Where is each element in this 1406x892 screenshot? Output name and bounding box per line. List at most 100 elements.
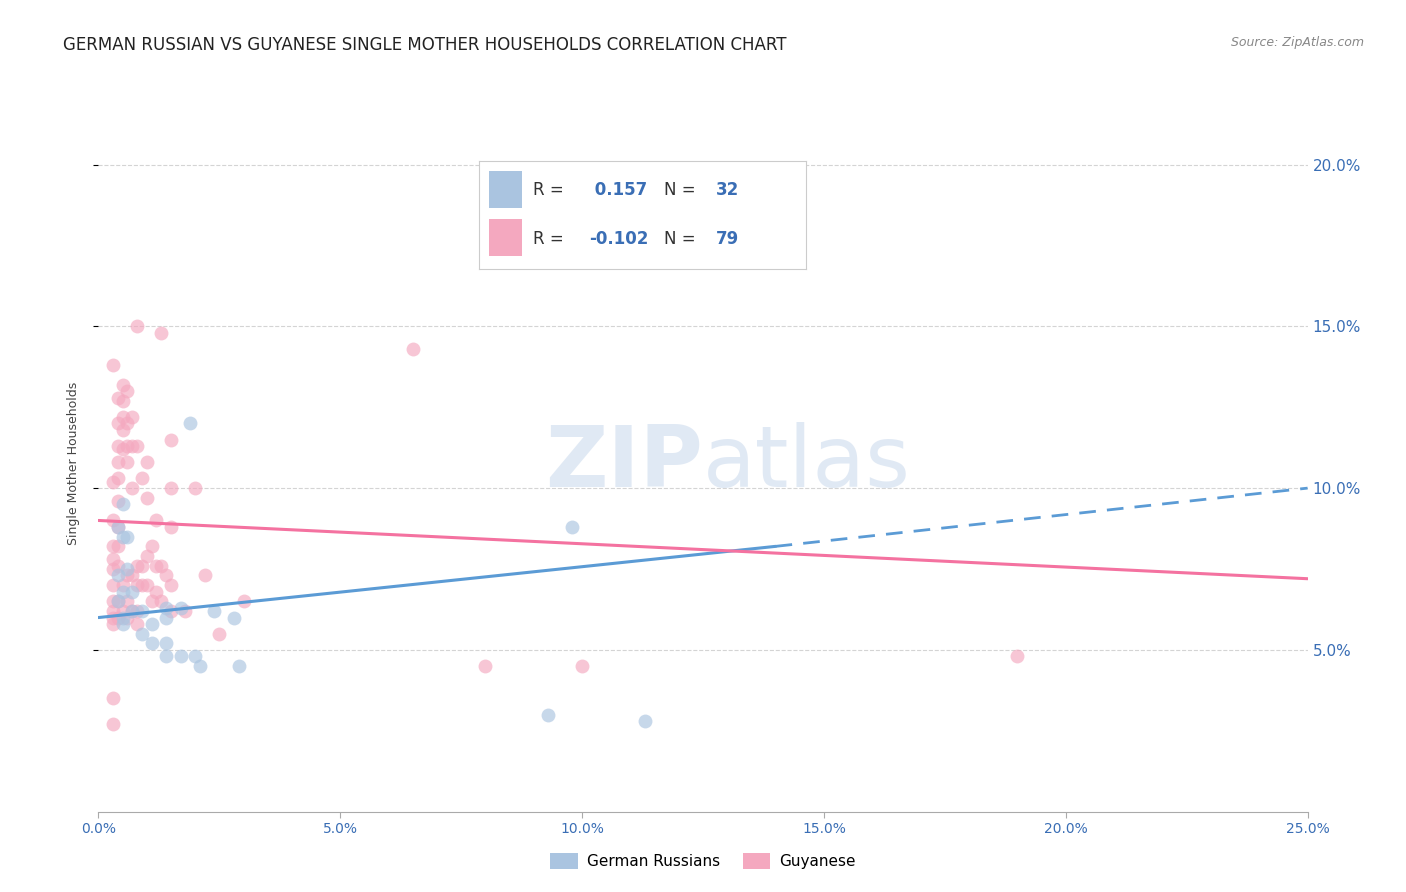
- Point: [232, 594, 254, 608]
- Point: [101, 604, 124, 618]
- Point: [169, 649, 191, 664]
- Y-axis label: Single Mother Households: Single Mother Households: [67, 382, 80, 546]
- Point: [111, 604, 134, 618]
- Point: [131, 604, 153, 618]
- Point: [117, 530, 139, 544]
- Point: [145, 513, 167, 527]
- Point: [111, 584, 134, 599]
- Point: [111, 617, 134, 632]
- Point: [155, 600, 177, 615]
- Point: [127, 604, 149, 618]
- Point: [107, 540, 129, 554]
- Text: Source: ZipAtlas.com: Source: ZipAtlas.com: [1230, 36, 1364, 49]
- Point: [160, 481, 183, 495]
- Point: [131, 558, 153, 573]
- Point: [111, 530, 134, 544]
- Point: [101, 594, 124, 608]
- Point: [111, 442, 134, 457]
- Point: [111, 497, 134, 511]
- Point: [117, 384, 139, 398]
- Point: [141, 636, 163, 650]
- Text: N =: N =: [664, 230, 700, 248]
- Point: [571, 659, 593, 673]
- Point: [634, 714, 657, 728]
- Point: [150, 594, 173, 608]
- Point: [1007, 649, 1029, 664]
- Point: [222, 610, 245, 624]
- Text: atlas: atlas: [703, 422, 911, 506]
- Text: R =: R =: [533, 230, 569, 248]
- Point: [160, 604, 183, 618]
- Point: [121, 568, 143, 582]
- Point: [107, 594, 129, 608]
- Point: [117, 610, 139, 624]
- Point: [101, 691, 124, 706]
- Point: [111, 377, 134, 392]
- Point: [204, 604, 226, 618]
- Point: [107, 417, 129, 431]
- Point: [127, 578, 149, 592]
- Point: [155, 568, 177, 582]
- Text: -0.102: -0.102: [589, 230, 648, 248]
- Point: [135, 549, 157, 563]
- Point: [127, 558, 149, 573]
- Point: [101, 617, 124, 632]
- Point: [107, 568, 129, 582]
- Point: [101, 513, 124, 527]
- Point: [208, 626, 231, 640]
- Point: [174, 604, 197, 618]
- Point: [107, 558, 129, 573]
- Point: [117, 455, 139, 469]
- Point: [127, 319, 149, 334]
- Point: [135, 491, 157, 505]
- Text: GERMAN RUSSIAN VS GUYANESE SINGLE MOTHER HOUSEHOLDS CORRELATION CHART: GERMAN RUSSIAN VS GUYANESE SINGLE MOTHER…: [63, 36, 787, 54]
- Point: [111, 610, 134, 624]
- Text: 0.157: 0.157: [589, 181, 647, 199]
- Text: ZIP: ZIP: [546, 422, 703, 506]
- Point: [101, 475, 124, 489]
- Point: [117, 562, 139, 576]
- Point: [117, 568, 139, 582]
- Point: [107, 471, 129, 485]
- Point: [169, 600, 191, 615]
- Point: [121, 604, 143, 618]
- Point: [184, 649, 207, 664]
- Point: [117, 594, 139, 608]
- Point: [101, 578, 124, 592]
- Point: [101, 552, 124, 566]
- Point: [107, 455, 129, 469]
- Point: [160, 578, 183, 592]
- Bar: [489, 219, 522, 256]
- Point: [131, 471, 153, 485]
- Point: [107, 520, 129, 534]
- Point: [107, 594, 129, 608]
- Bar: [489, 171, 522, 208]
- Point: [179, 417, 201, 431]
- Point: [135, 578, 157, 592]
- Point: [111, 409, 134, 424]
- Point: [150, 326, 173, 340]
- Text: R =: R =: [533, 181, 569, 199]
- Point: [117, 439, 139, 453]
- Text: N =: N =: [664, 181, 700, 199]
- Point: [107, 520, 129, 534]
- Point: [121, 584, 143, 599]
- Point: [101, 358, 124, 372]
- Point: [121, 439, 143, 453]
- Point: [121, 604, 143, 618]
- Point: [107, 610, 129, 624]
- Point: [127, 617, 149, 632]
- Point: [117, 417, 139, 431]
- Point: [141, 540, 163, 554]
- Point: [107, 494, 129, 508]
- Point: [101, 610, 124, 624]
- Point: [101, 562, 124, 576]
- Point: [155, 636, 177, 650]
- Point: [561, 520, 583, 534]
- Point: [135, 455, 157, 469]
- Point: [160, 433, 183, 447]
- Point: [141, 594, 163, 608]
- Point: [131, 578, 153, 592]
- Point: [489, 228, 512, 243]
- Legend: German Russians, Guyanese: German Russians, Guyanese: [544, 847, 862, 875]
